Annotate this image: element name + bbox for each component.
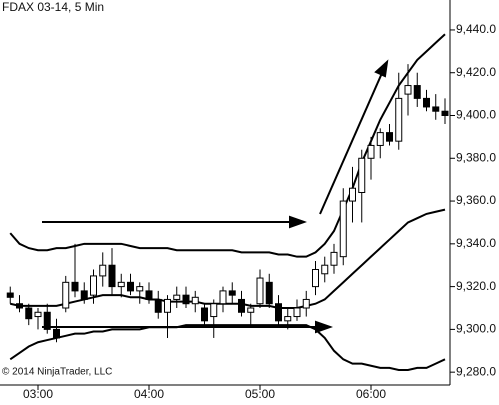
candle-body bbox=[145, 290, 153, 300]
candle-body bbox=[349, 187, 356, 202]
y-tick-label: 9,300.0 bbox=[456, 322, 496, 336]
x-tick-label: 06:00 bbox=[356, 387, 386, 400]
y-tick-label: 9,320.0 bbox=[456, 279, 496, 293]
x-tick-label: 03:00 bbox=[23, 387, 53, 400]
y-tick-label: 9,400.0 bbox=[456, 108, 496, 122]
candle-body bbox=[117, 281, 125, 288]
candle-body bbox=[432, 106, 440, 112]
candle-body bbox=[404, 85, 412, 95]
y-tick-label: 9,380.0 bbox=[456, 150, 496, 164]
y-tick-label: 9,280.0 bbox=[456, 364, 496, 378]
candle-body bbox=[376, 132, 384, 146]
candle-body bbox=[423, 97, 430, 108]
candle-body bbox=[191, 296, 199, 305]
candle-body bbox=[219, 290, 227, 305]
candle-body bbox=[339, 200, 347, 258]
x-tick-label: 04:00 bbox=[134, 387, 164, 400]
copyright: © 2014 NinjaTrader, LLC bbox=[2, 367, 112, 378]
y-tick-label: 9,420.0 bbox=[456, 65, 496, 79]
candle-body bbox=[330, 251, 338, 266]
candle-body bbox=[43, 311, 51, 330]
candle-body bbox=[275, 303, 282, 322]
chart-title: FDAX 03-14, 5 Min bbox=[2, 0, 104, 14]
candle-body bbox=[441, 110, 449, 116]
x-tick-label: 05:00 bbox=[245, 387, 275, 400]
candle-body bbox=[367, 144, 375, 159]
y-tick-label: 9,340.0 bbox=[456, 236, 496, 250]
candle-body bbox=[16, 303, 23, 309]
candle-body bbox=[173, 294, 181, 300]
candle-body bbox=[108, 264, 116, 288]
candle-body bbox=[53, 328, 60, 339]
candle-body bbox=[25, 307, 33, 320]
band-line bbox=[9, 324, 446, 372]
candle-body bbox=[99, 264, 107, 277]
candle-body bbox=[34, 311, 42, 318]
candle-body bbox=[6, 292, 14, 298]
candle-body bbox=[321, 264, 329, 275]
candle-body bbox=[395, 97, 403, 142]
annotation-arrows bbox=[42, 59, 389, 334]
candle-body bbox=[182, 294, 190, 305]
candle-body bbox=[210, 303, 218, 318]
candle-body bbox=[302, 298, 310, 309]
candle-body bbox=[256, 277, 264, 305]
candle-body bbox=[386, 132, 393, 142]
candle-body bbox=[265, 281, 273, 305]
candle-body bbox=[247, 307, 255, 313]
candle-body bbox=[358, 157, 366, 193]
candle-body bbox=[201, 307, 208, 322]
y-tick-label: 9,360.0 bbox=[456, 193, 496, 207]
candle-body bbox=[127, 281, 134, 292]
candle-body bbox=[284, 316, 292, 322]
candle-body bbox=[80, 290, 88, 300]
band-line bbox=[9, 33, 446, 258]
candle-body bbox=[293, 307, 301, 318]
y-tick-label: 9,440.0 bbox=[456, 22, 496, 36]
candle-body bbox=[164, 298, 171, 313]
candle-body bbox=[312, 269, 319, 288]
candle-body bbox=[71, 281, 79, 292]
candle-body bbox=[90, 275, 97, 296]
candle-body bbox=[228, 290, 236, 296]
candle-body bbox=[238, 298, 245, 313]
candle-body bbox=[154, 298, 162, 313]
candle-body bbox=[136, 286, 144, 292]
candle-body bbox=[413, 85, 421, 99]
candle-body bbox=[62, 281, 70, 309]
